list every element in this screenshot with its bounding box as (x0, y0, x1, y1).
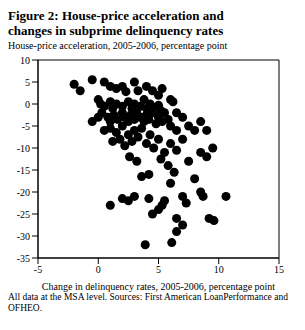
svg-text:-25: -25 (17, 209, 30, 220)
svg-text:10: 10 (214, 264, 224, 275)
svg-text:-10: -10 (17, 143, 30, 154)
svg-text:-30: -30 (17, 231, 30, 242)
svg-text:-5: -5 (34, 264, 42, 275)
svg-text:0: 0 (96, 264, 101, 275)
html-text:Figure 2: House-price accelera: Figure 2: House-price acceleration and c… (8, 8, 224, 38)
svg-text:10: 10 (20, 55, 30, 66)
svg-text:15: 15 (274, 264, 284, 275)
svg-text:0: 0 (25, 99, 30, 110)
svg-text:Change in delinquency rates, 2: Change in delinquency rates, 2005-2006, … (42, 281, 275, 292)
svg-text:5: 5 (25, 77, 30, 88)
svg-text:-5: -5 (22, 121, 30, 132)
svg-text:5: 5 (156, 264, 161, 275)
svg-text:-15: -15 (17, 165, 30, 176)
html-text:All data at the MSA level. Sou: All data at the MSA level. Sources: Firs… (8, 292, 288, 313)
svg-text:-20: -20 (17, 187, 30, 198)
svg-text:-35: -35 (17, 253, 30, 264)
html-text:House-price acceleration, 2005: House-price acceleration, 2005-2006, per… (8, 40, 228, 51)
